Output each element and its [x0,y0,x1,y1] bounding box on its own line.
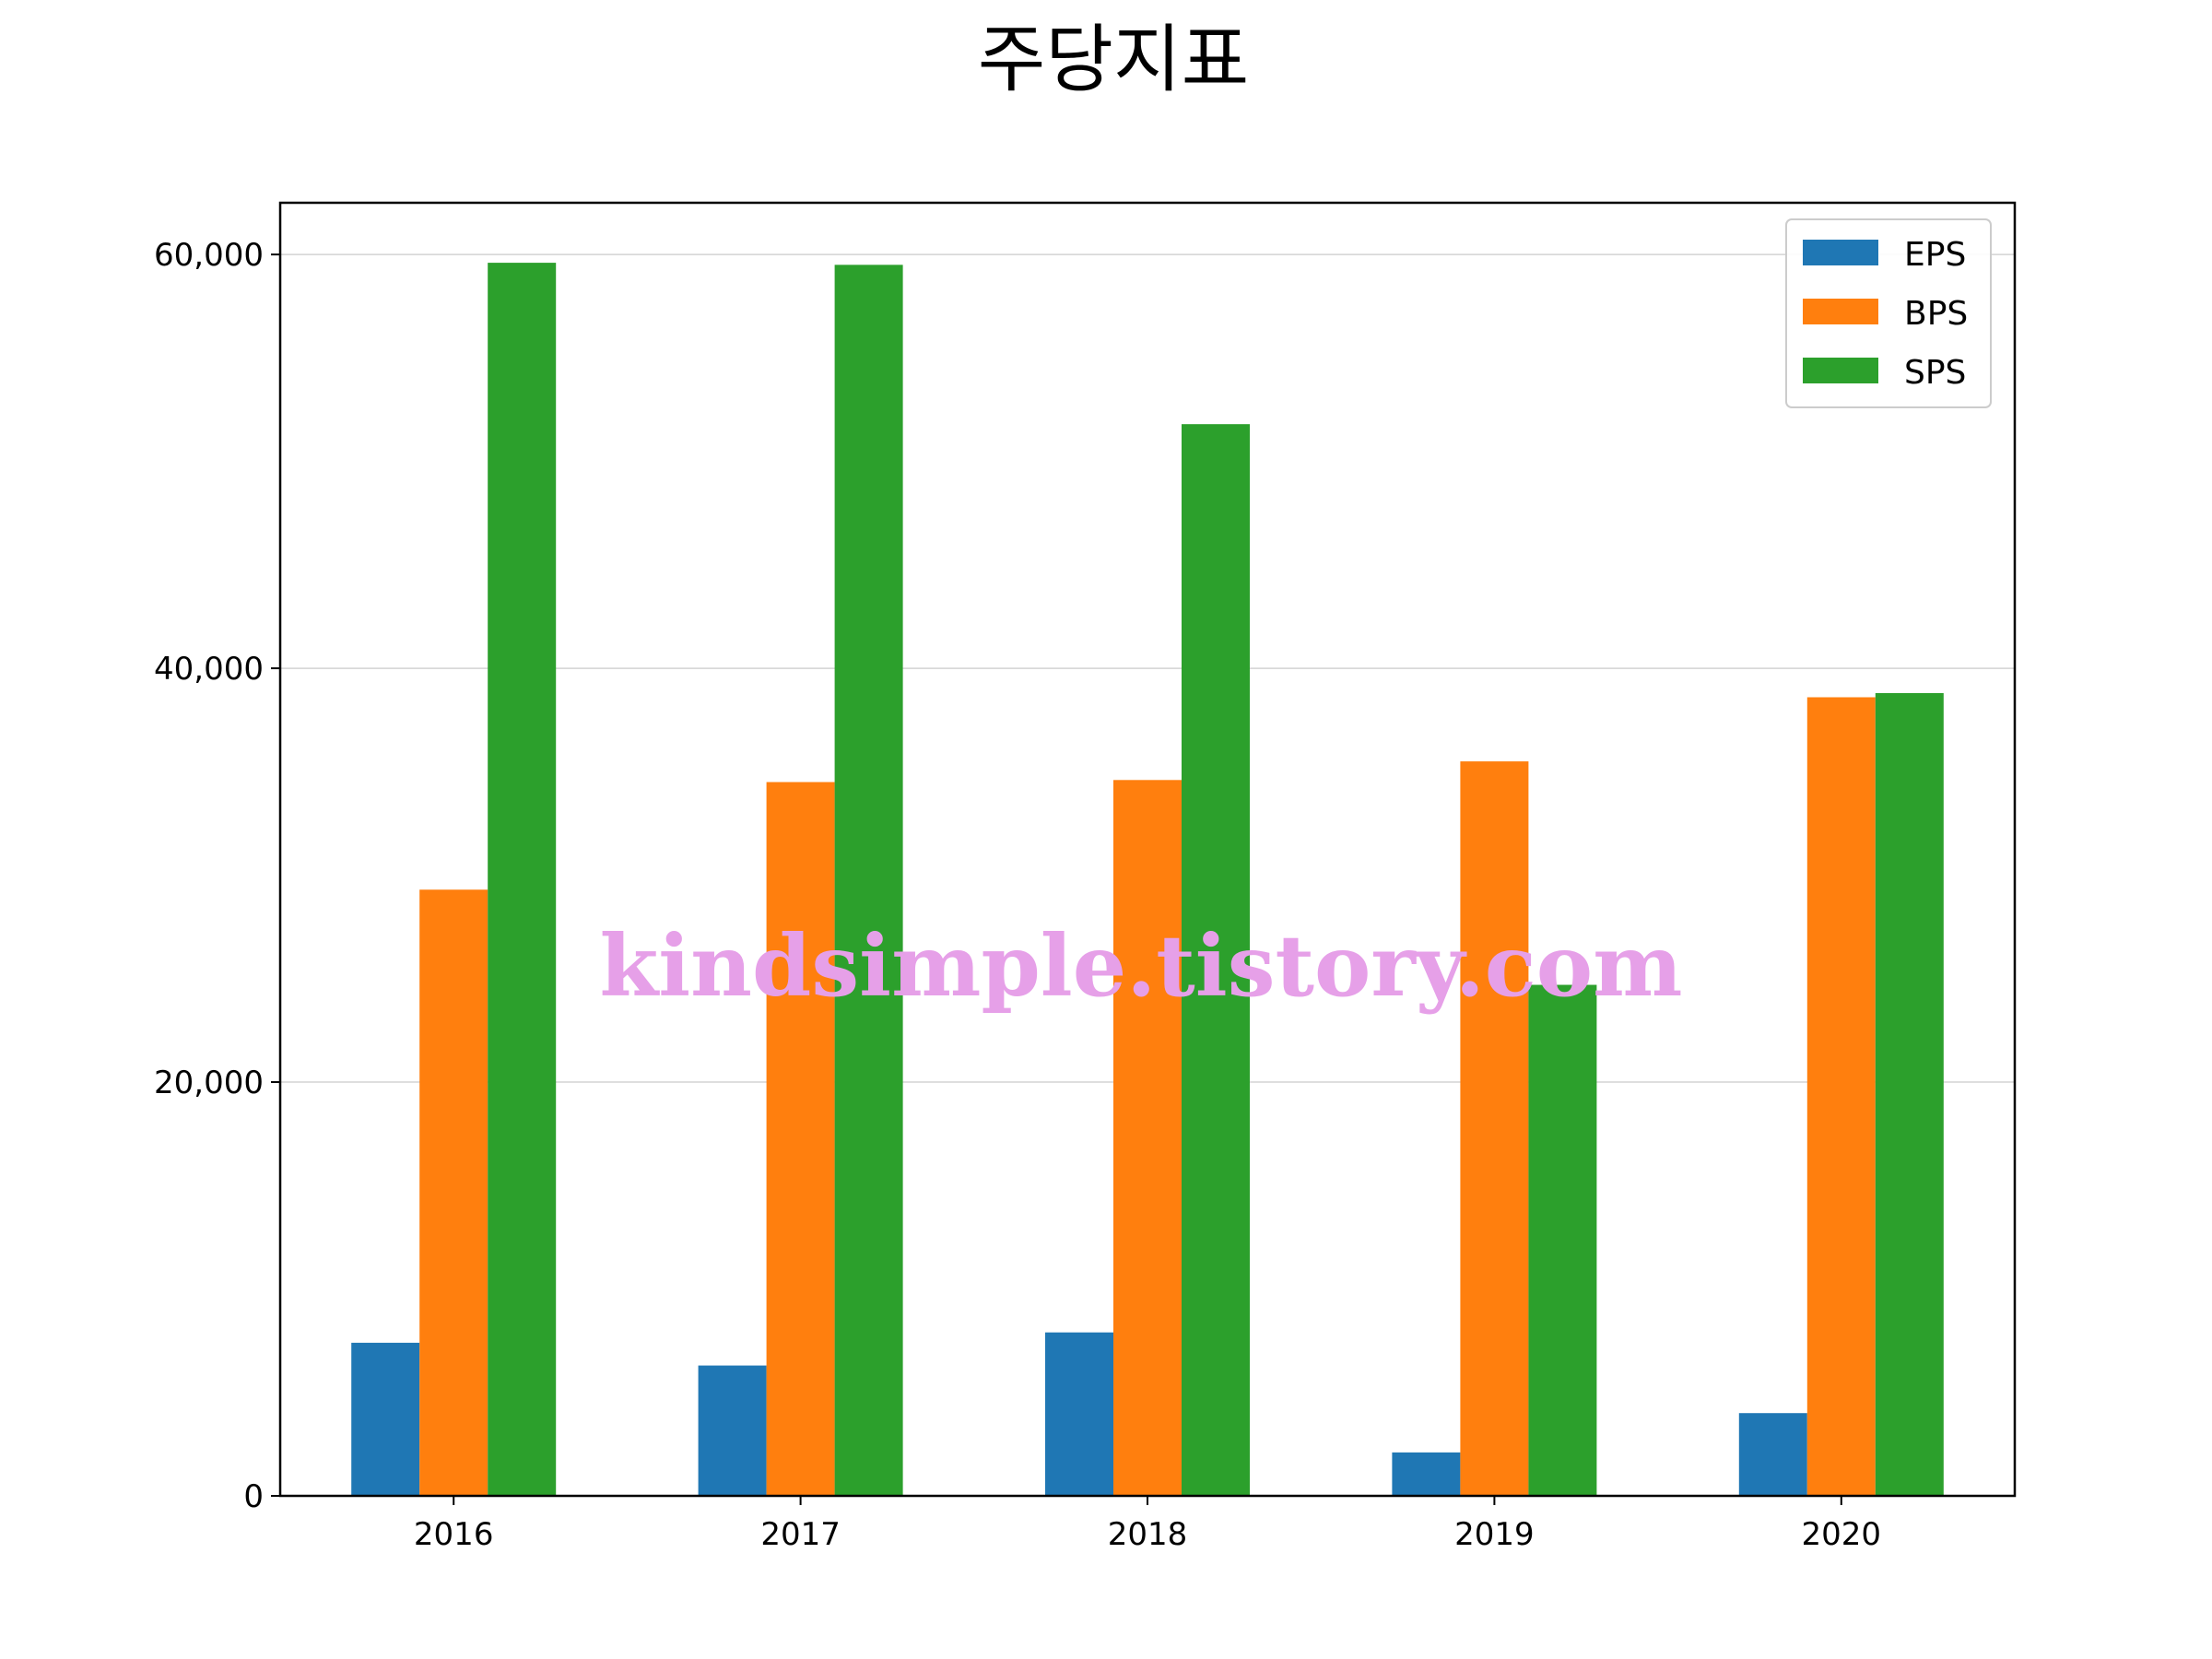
bar-bps-2020 [1806,697,1876,1496]
y-axis: 0 20,000 40,000 60,000 [154,237,280,1515]
chart-title: 주당지표 [978,17,1249,102]
bar-bps-2017 [766,782,835,1496]
x-tick-label: 2018 [1108,1516,1188,1553]
legend-swatch-sps [1803,358,1878,383]
bar-sps-2018 [1182,424,1250,1496]
legend-swatch-bps [1803,299,1878,324]
bar-eps-2016 [351,1342,420,1496]
x-axis: 2016 2017 2018 2019 2020 [414,1496,1881,1553]
legend: EPS BPS SPS [1785,218,1992,408]
bars-group [351,263,1944,1496]
bar-bps-2018 [1113,780,1182,1496]
bar-eps-2018 [1045,1332,1113,1496]
legend-swatch-eps [1803,240,1878,265]
bar-eps-2020 [1738,1413,1807,1496]
x-tick-label: 2020 [1802,1516,1882,1553]
legend-label-bps: BPS [1904,295,1968,333]
y-tick-label: 20,000 [154,1065,264,1101]
bar-sps-2019 [1528,984,1597,1496]
bar-bps-2016 [419,889,488,1496]
y-tick-label: 40,000 [154,651,264,688]
bar-sps-2016 [488,263,557,1496]
bar-sps-2017 [834,265,903,1496]
legend-label-eps: EPS [1904,236,1966,274]
watermark: kindsimple.tistory.com [599,916,1682,1016]
bar-eps-2017 [698,1365,767,1496]
x-tick-label: 2017 [760,1516,841,1553]
bar-bps-2019 [1460,761,1529,1496]
legend-label-sps: SPS [1904,354,1966,392]
x-tick-label: 2019 [1454,1516,1535,1553]
x-tick-label: 2016 [414,1516,494,1553]
y-tick-label: 60,000 [154,237,264,274]
bar-eps-2019 [1392,1452,1461,1496]
bar-sps-2020 [1875,693,1944,1496]
y-tick-label: 0 [243,1478,264,1515]
